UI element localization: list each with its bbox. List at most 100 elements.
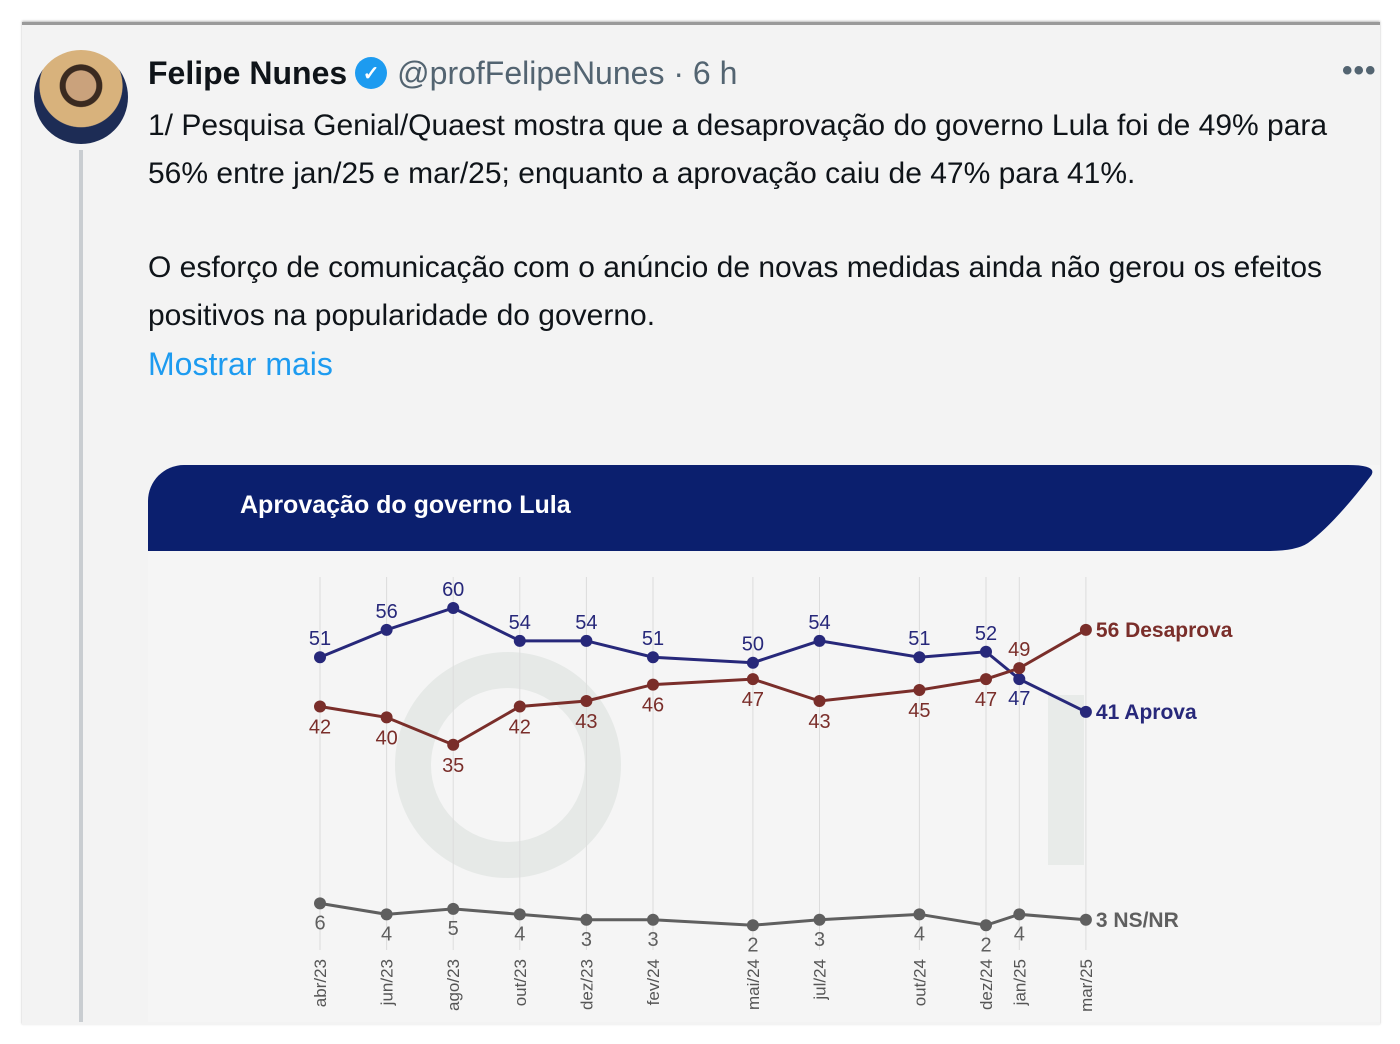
series-end-label: 3 NS/NR [1096, 909, 1179, 932]
data-point [980, 919, 992, 932]
data-point [580, 694, 593, 707]
data-label: 42 [509, 716, 531, 738]
line-chart: abr/23 jun/23 ago/23 out/23 dez/23 fev/24 mai/… [309, 577, 1233, 1012]
data-label: 50 [742, 634, 764, 656]
tweet-paragraph: 1/ Pesquisa Genial/Quaest mostra que a d… [148, 109, 1328, 190]
data-label: 6 [314, 912, 325, 934]
separator: · [664, 55, 692, 92]
x-tick-label: out/23 [511, 959, 530, 1006]
data-label: 54 [808, 612, 830, 634]
show-more-link[interactable]: Mostrar mais [148, 346, 333, 382]
data-label: 3 [581, 929, 592, 951]
data-label: 56 [375, 601, 397, 623]
data-label: 47 [1008, 688, 1030, 710]
watermark-logo [395, 652, 621, 878]
tweet-text: 1/ Pesquisa Genial/Quaest mostra que a d… [148, 102, 1373, 388]
data-label: 4 [514, 923, 525, 945]
data-point [447, 602, 460, 614]
data-point [314, 700, 326, 713]
data-point [813, 634, 826, 647]
data-label: 3 [814, 929, 825, 951]
thread-line [79, 150, 83, 1022]
watermark-logo [1048, 695, 1084, 865]
data-label: 52 [975, 623, 997, 645]
series-end-label: 41 Aprova [1096, 701, 1197, 724]
data-label: 42 [309, 716, 331, 738]
data-point [913, 908, 926, 921]
data-point [580, 913, 593, 926]
data-point [314, 897, 326, 910]
data-point [380, 711, 393, 724]
data-point [380, 908, 393, 921]
x-tick-label: jun/23 [378, 959, 397, 1006]
avatar[interactable] [34, 50, 128, 144]
data-label: 2 [980, 934, 991, 956]
series-end-label: 56 Desaprova [1096, 619, 1233, 642]
data-label: 43 [808, 711, 830, 733]
x-tick-label: mai/24 [744, 959, 763, 1010]
data-point [513, 634, 526, 647]
separator-dot: · [673, 54, 684, 91]
series-line-ns-nr [319, 901, 1087, 927]
more-options-icon[interactable]: ••• [1342, 54, 1377, 87]
data-point [314, 651, 326, 664]
data-label: 4 [1014, 923, 1025, 945]
data-label: 40 [375, 727, 397, 749]
data-point [647, 651, 659, 664]
tweet-header: Felipe Nunes ✓ @profFelipeNunes · 6 h [148, 50, 737, 96]
data-label: 54 [509, 612, 531, 634]
x-tick-label: fev/24 [644, 959, 663, 1005]
data-point [913, 684, 926, 697]
data-label: 35 [442, 755, 464, 777]
series-line-aprova [319, 606, 1087, 714]
data-point [746, 673, 759, 686]
data-point [513, 700, 526, 713]
x-tick-label: dez/24 [977, 959, 996, 1010]
data-label: 47 [742, 689, 764, 711]
data-label: 4 [381, 923, 392, 945]
x-tick-label: jul/24 [811, 959, 830, 1001]
data-label: 51 [309, 628, 331, 650]
data-label: 49 [1008, 639, 1030, 661]
data-label: 46 [642, 695, 664, 717]
chart-header-band [148, 465, 1373, 551]
tweet-paragraph: O esforço de comunicação com o anúncio d… [148, 251, 1323, 332]
data-point [813, 694, 826, 707]
x-tick-label: abr/23 [311, 959, 330, 1007]
data-point [647, 678, 659, 691]
data-label: 45 [908, 700, 930, 722]
x-tick-label: ago/23 [444, 959, 463, 1011]
data-point [447, 738, 460, 751]
data-label: 51 [908, 628, 930, 650]
data-point [980, 645, 992, 658]
data-point [380, 623, 393, 636]
data-label: 51 [642, 628, 664, 650]
data-point [1079, 623, 1092, 636]
data-point [1013, 673, 1026, 686]
chart-title: Aprovação do governo Lula [240, 491, 571, 519]
author-name[interactable]: Felipe Nunes [148, 54, 348, 91]
data-point [1079, 705, 1092, 718]
verified-badge-icon: ✓ [355, 57, 388, 89]
data-point [980, 673, 992, 686]
timestamp[interactable]: 6 h [692, 54, 738, 91]
data-point [1079, 913, 1092, 926]
data-point [746, 656, 759, 669]
data-label: 2 [747, 934, 758, 956]
data-point [813, 913, 826, 926]
x-tick-label: out/24 [910, 959, 929, 1006]
data-point [1013, 662, 1026, 675]
data-point [746, 919, 759, 932]
data-point [580, 634, 593, 647]
x-tick-label: jan/25 [1010, 959, 1029, 1006]
data-point [647, 913, 659, 926]
data-label: 5 [448, 918, 459, 940]
data-label: 3 [647, 929, 658, 951]
author-handle[interactable]: @profFelipeNunes [397, 54, 665, 91]
data-point [1013, 908, 1026, 921]
data-label: 60 [442, 579, 464, 601]
data-label: 54 [575, 612, 597, 634]
chart-image[interactable]: Aprovação do governo Lula abr/23 jun/23 ag… [148, 465, 1380, 1022]
data-label: 47 [975, 689, 997, 711]
x-tick-label: dez/23 [577, 959, 596, 1010]
